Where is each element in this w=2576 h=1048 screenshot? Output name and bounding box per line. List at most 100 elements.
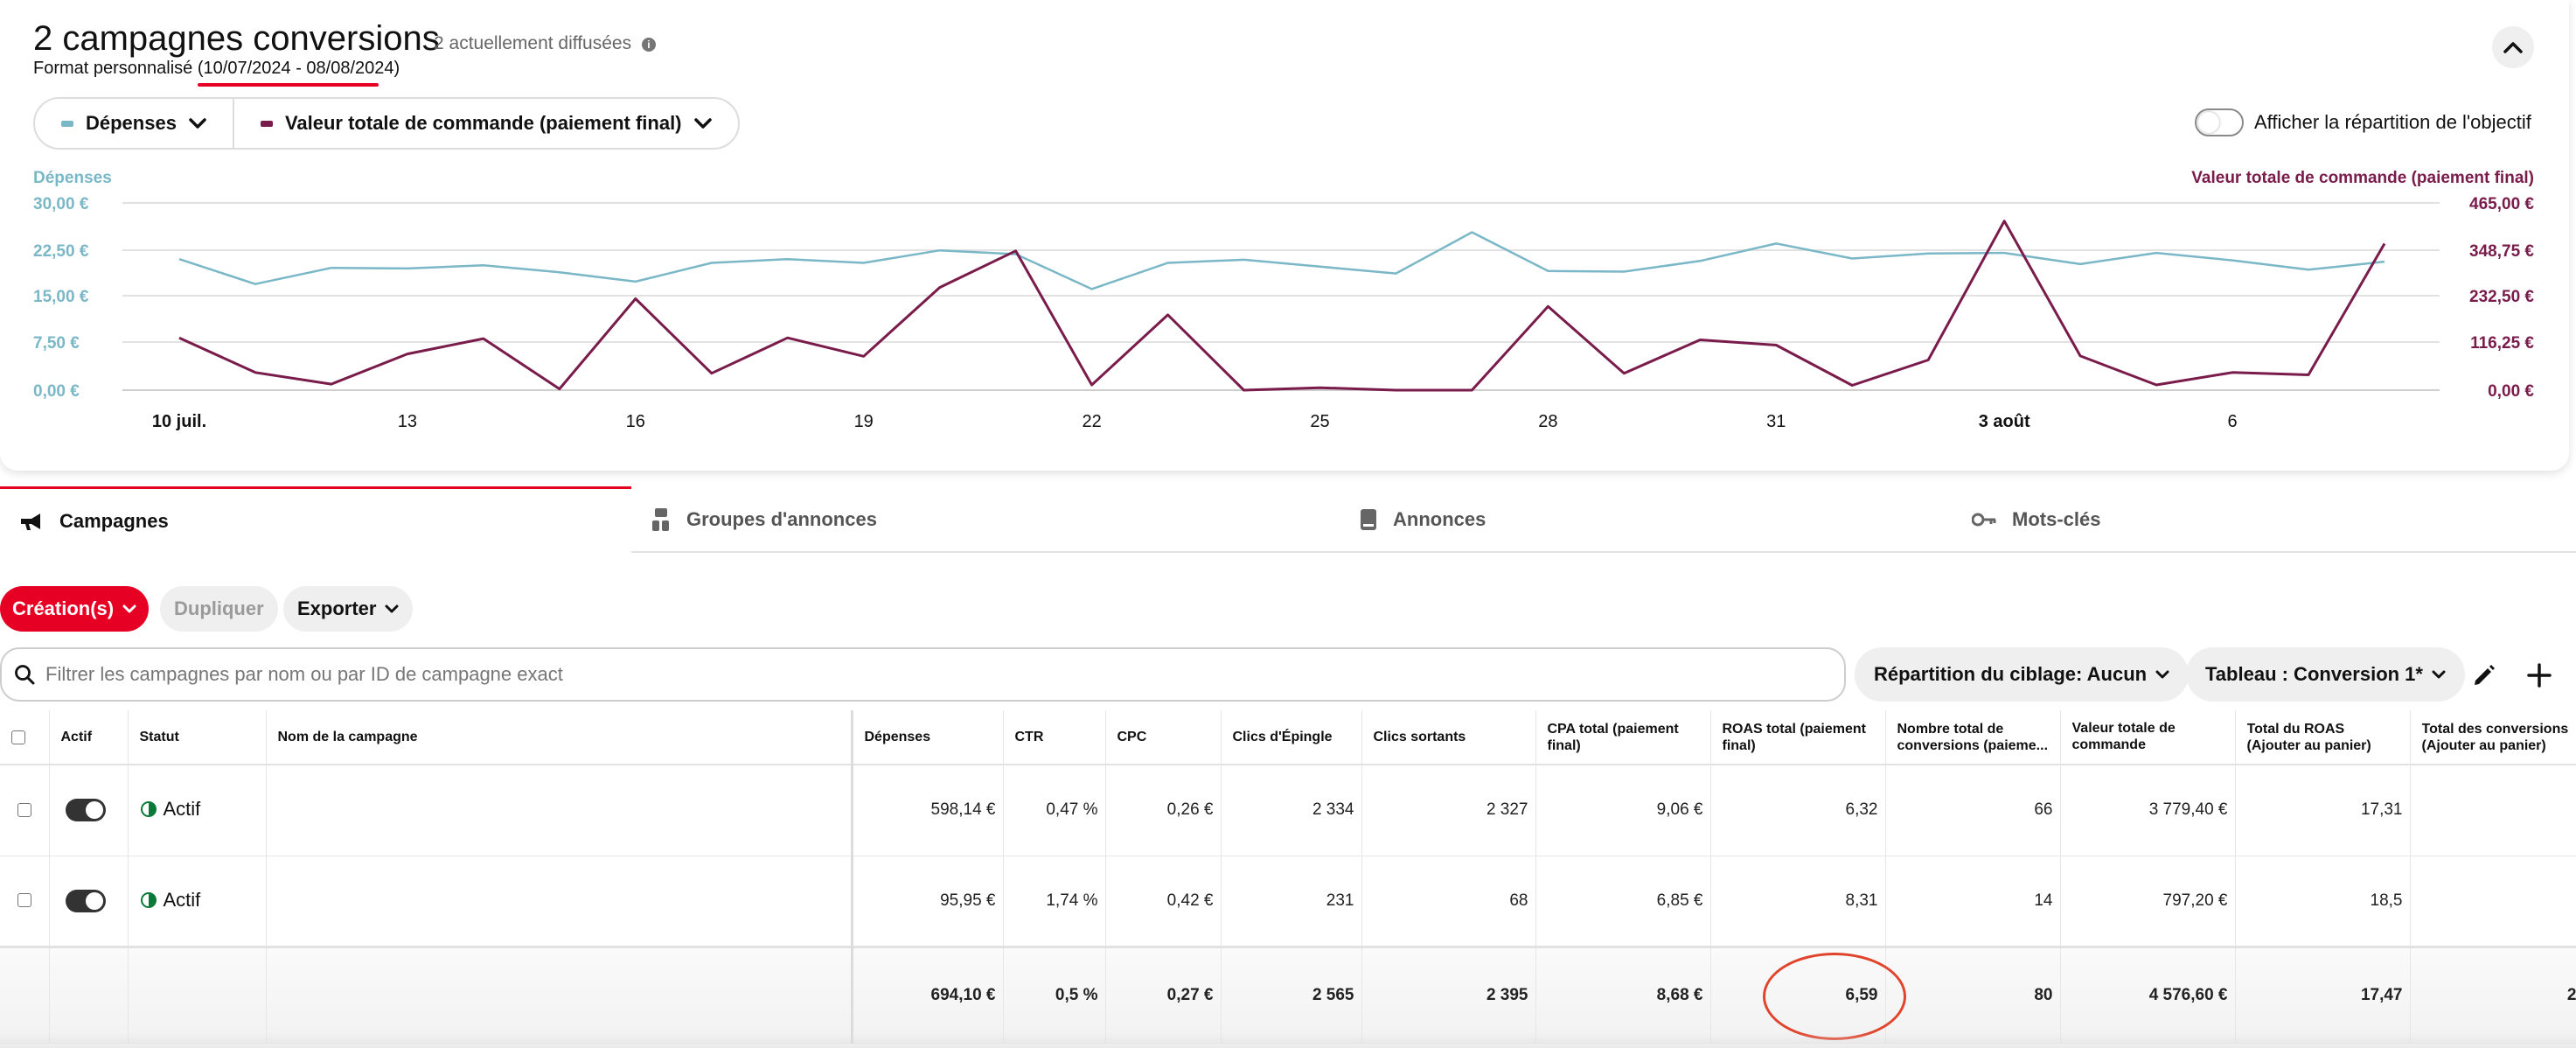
x-tick-label: 31 xyxy=(1766,412,1786,431)
metric-label: Dépenses xyxy=(86,112,177,134)
totals-blank-cell xyxy=(266,945,853,1044)
active-cell xyxy=(49,765,129,856)
key-icon xyxy=(1972,513,1996,527)
col-depenses[interactable]: Dépenses xyxy=(852,710,1004,765)
ctr-cell: 0,47 % xyxy=(1003,765,1106,856)
col-conversions-panier[interactable]: Total des conversions (Ajouter au panier… xyxy=(2410,710,2576,765)
table-row[interactable]: Actif 95,95 € 1,74 % 0,42 € 231 68 6,85 … xyxy=(0,856,2576,947)
col-nombre-conversions[interactable]: Nombre total de conversions (paieme... xyxy=(1885,710,2061,765)
left-tick-label: 7,50 € xyxy=(33,334,80,353)
totals-blank-cell xyxy=(0,945,50,1044)
left-axis-title: Dépenses xyxy=(33,169,112,187)
col-nom-campagne[interactable]: Nom de la campagne xyxy=(266,710,853,765)
metric-selector: Dépenses Valeur totale de commande (paie… xyxy=(33,97,740,150)
export-button[interactable]: Exporter xyxy=(283,586,414,632)
col-ctr[interactable]: CTR xyxy=(1003,710,1106,765)
chevron-down-icon xyxy=(2432,670,2446,678)
left-tick-label: 0,00 € xyxy=(33,382,80,401)
order-value-cell: 797,20 € xyxy=(2060,856,2236,947)
date-format: Format personnalisé (10/07/2024 - 08/08/… xyxy=(33,59,400,79)
total-conversions-cart-cell: 2 xyxy=(2410,945,2576,1044)
tab-mots-cles[interactable]: Mots-clés xyxy=(1972,486,2540,553)
right-tick-label: 0,00 € xyxy=(2488,382,2534,401)
campaign-name-cell[interactable] xyxy=(266,856,853,947)
metric-dropdown-order-value[interactable]: Valeur totale de commande (paiement fina… xyxy=(232,99,738,148)
tab-label: Campagnes xyxy=(59,509,169,532)
col-roas-total[interactable]: ROAS total (paiement final) xyxy=(1710,710,1886,765)
col-roas-panier[interactable]: Total du ROAS (Ajouter au panier) xyxy=(2235,710,2411,765)
total-ctr-cell: 0,5 % xyxy=(1003,945,1106,1044)
plus-icon xyxy=(2527,663,2552,688)
duplicate-button[interactable]: Dupliquer xyxy=(160,586,278,632)
active-toggle[interactable] xyxy=(65,799,106,822)
select-all-checkbox[interactable] xyxy=(11,730,25,744)
status-active-icon xyxy=(140,891,157,908)
export-label: Exporter xyxy=(297,597,377,619)
col-statut[interactable]: Statut xyxy=(128,710,267,765)
cpc-cell: 0,26 € xyxy=(1105,765,1222,856)
ad-groups-icon xyxy=(651,507,671,532)
right-axis-title: Valeur totale de commande (paiement fina… xyxy=(2191,169,2534,187)
left-tick-label: 15,00 € xyxy=(33,288,89,306)
row-checkbox[interactable] xyxy=(17,893,31,908)
outbound-clicks-cell: 68 xyxy=(1361,856,1536,947)
tab-annonces[interactable]: Annonces xyxy=(1360,486,1884,553)
conversions-cart-cell xyxy=(2410,765,2576,856)
row-select-cell xyxy=(0,856,50,947)
select-all-cell xyxy=(0,710,50,765)
table-row[interactable]: Actif 598,14 € 0,47 % 0,26 € 2 334 2 327… xyxy=(0,765,2576,856)
campaign-name-cell[interactable] xyxy=(266,765,853,856)
left-tick-label: 30,00 € xyxy=(33,195,89,213)
objective-toggle-label: Afficher la répartition de l'objectif xyxy=(2254,111,2531,133)
performance-card: 2 campagnes conversions 2 actuellement d… xyxy=(0,0,2569,471)
right-tick-label: 232,50 € xyxy=(2469,288,2534,306)
status-text: Actif xyxy=(163,798,201,821)
col-actif[interactable]: Actif xyxy=(49,710,129,765)
active-cell xyxy=(49,856,129,947)
order-value-cell: 3 779,40 € xyxy=(2060,765,2236,856)
spend-swatch xyxy=(61,120,73,127)
cpa-cell: 6,85 € xyxy=(1535,856,1711,947)
objective-breakdown-toggle[interactable]: Afficher la répartition de l'objectif xyxy=(2195,108,2531,136)
status-cell: Actif xyxy=(128,856,267,947)
objective-switch[interactable] xyxy=(2195,108,2244,136)
total-cpa-cell: 8,68 € xyxy=(1535,945,1711,1044)
add-button[interactable] xyxy=(2517,653,2562,698)
col-clics-sortants[interactable]: Clics sortants xyxy=(1361,710,1536,765)
date-range[interactable]: (10/07/2024 - 08/08/2024) xyxy=(197,59,400,78)
tab-label: Annonces xyxy=(1393,508,1486,530)
col-valeur-commande[interactable]: Valeur totale de commande (paiement... xyxy=(2060,710,2236,765)
info-icon[interactable]: i xyxy=(641,38,656,52)
chevron-down-icon xyxy=(693,117,712,129)
col-cpa-total[interactable]: CPA total (paiement final) xyxy=(1535,710,1711,765)
left-tick-label: 22,50 € xyxy=(33,242,89,261)
page-title: 2 campagnes conversions xyxy=(33,19,440,58)
col-clics-epingle[interactable]: Clics d'Épingle xyxy=(1221,710,1362,765)
tab-groupes-annonces[interactable]: Groupes d'annonces xyxy=(651,486,1264,553)
tab-label: Groupes d'annonces xyxy=(686,508,877,530)
tab-campagnes[interactable]: Campagnes xyxy=(0,486,631,553)
total-order-value-cell: 4 576,60 € xyxy=(2060,945,2236,1044)
row-checkbox[interactable] xyxy=(17,803,31,818)
col-cpc[interactable]: CPC xyxy=(1105,710,1222,765)
create-button[interactable]: Création(s) xyxy=(0,586,150,632)
active-toggle[interactable] xyxy=(65,889,106,912)
tab-label: Mots-clés xyxy=(2012,508,2101,530)
collapse-button[interactable] xyxy=(2492,26,2534,68)
x-tick-label: 22 xyxy=(1082,412,1101,431)
x-tick-label: 6 xyxy=(2228,412,2238,431)
search-input[interactable] xyxy=(45,663,1707,686)
col-conversions-panier-label: Total des conversions (Ajouter au panier… xyxy=(2421,721,2569,753)
conversions-cart-cell xyxy=(2410,856,2576,947)
total-pin-clicks-cell: 2 565 xyxy=(1221,945,1362,1044)
metric-dropdown-spend[interactable]: Dépenses xyxy=(35,99,233,148)
x-tick-label: 28 xyxy=(1538,412,1557,431)
edit-columns-button[interactable] xyxy=(2461,653,2507,698)
format-label: Format personnalisé xyxy=(33,59,193,78)
date-range-underline xyxy=(198,83,379,87)
conversions-cell: 66 xyxy=(1885,765,2061,856)
targeting-breakdown-dropdown[interactable]: Répartition du ciblage: Aucun xyxy=(1855,647,2190,702)
table-view-dropdown[interactable]: Tableau : Conversion 1* xyxy=(2186,647,2465,702)
right-tick-label: 465,00 € xyxy=(2469,195,2534,213)
campaign-search[interactable] xyxy=(0,647,1846,702)
